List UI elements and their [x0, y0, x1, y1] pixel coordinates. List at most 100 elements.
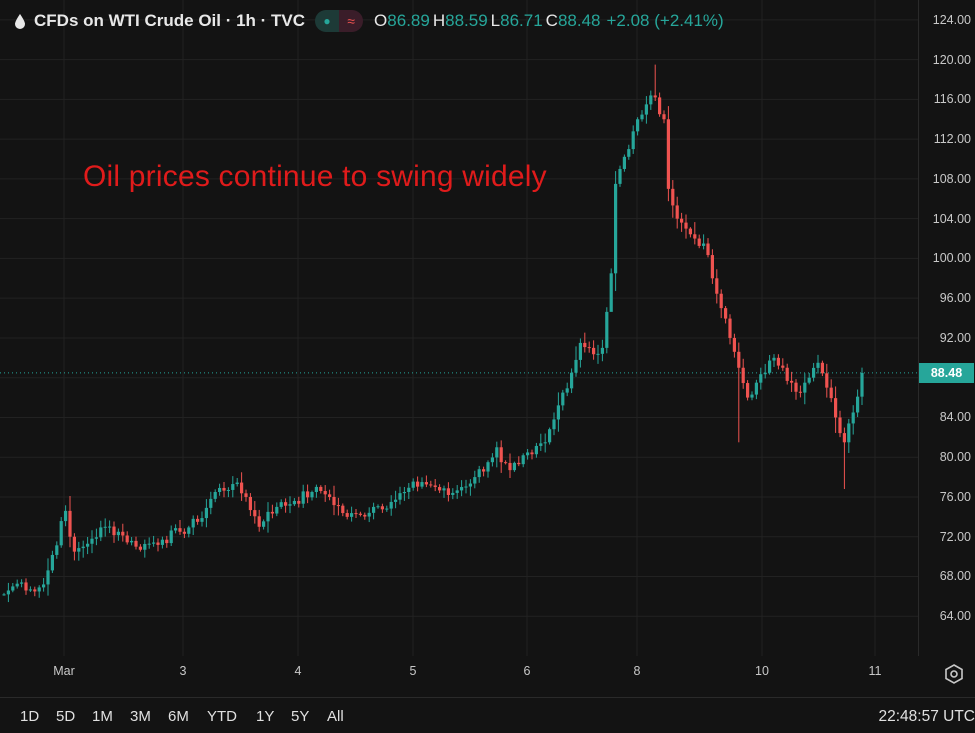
candlestick-chart[interactable] — [0, 0, 918, 656]
candle-body — [728, 319, 731, 338]
price-tick-label: 64.00 — [940, 609, 971, 623]
timeframe-all-button[interactable]: All — [327, 708, 344, 725]
candle-body — [363, 515, 366, 517]
low-value: 86.71 — [500, 11, 543, 31]
candle-body — [671, 189, 674, 206]
candle-body — [262, 521, 265, 526]
candle-body — [583, 343, 586, 347]
candle-body — [733, 338, 736, 352]
candle-body — [847, 423, 850, 442]
candle-body — [486, 462, 489, 471]
candle-body — [324, 491, 327, 494]
chart-area[interactable] — [0, 0, 918, 656]
candle-body — [482, 469, 485, 471]
low-label: L — [491, 11, 500, 31]
candle-body — [856, 397, 859, 413]
dot-icon: ● — [315, 10, 339, 32]
candle-body — [451, 493, 454, 495]
time-tick-label: 10 — [755, 664, 769, 678]
candle-body — [337, 505, 340, 506]
candle-body — [724, 308, 727, 318]
price-tick-label: 96.00 — [940, 291, 971, 305]
price-tick-label: 124.00 — [933, 13, 971, 27]
candle-body — [469, 484, 472, 487]
timeframe-3m-button[interactable]: 3M — [130, 708, 151, 725]
candle-body — [658, 97, 661, 114]
candle-body — [253, 510, 256, 516]
candle-body — [601, 348, 604, 354]
timeframe-ytd-button[interactable]: YTD — [207, 708, 237, 725]
timeframe-5y-button[interactable]: 5Y — [291, 708, 309, 725]
candle-body — [60, 521, 63, 545]
candle-body — [112, 527, 115, 536]
candle-body — [297, 501, 300, 504]
timeframe-6m-button[interactable]: 6M — [168, 708, 189, 725]
candle-body — [407, 488, 410, 492]
candle-body — [187, 527, 190, 533]
timeframe-1y-button[interactable]: 1Y — [256, 708, 274, 725]
timeframe-1m-button[interactable]: 1M — [92, 708, 113, 725]
candle-body — [416, 482, 419, 487]
candle-body — [588, 347, 591, 348]
candle-body — [240, 483, 243, 494]
candle-body — [90, 539, 93, 544]
candle-body — [720, 294, 723, 308]
candle-body — [117, 532, 120, 535]
candle-body — [491, 457, 494, 462]
candle-body — [420, 482, 423, 487]
status-pill[interactable]: ● ≈ — [315, 10, 363, 32]
utc-clock[interactable]: 22:48:57 UTC — [879, 708, 975, 726]
candle-body — [95, 537, 98, 538]
candle-body — [266, 512, 269, 521]
oil-drop-icon — [14, 13, 26, 29]
candle-body — [759, 374, 762, 382]
candle-body — [535, 446, 538, 454]
candle-body — [126, 536, 129, 543]
close-value: 88.48 — [558, 11, 601, 31]
price-tick-label: 68.00 — [940, 569, 971, 583]
time-tick-label: 8 — [634, 664, 641, 678]
candle-body — [51, 555, 54, 570]
candle-body — [825, 373, 828, 387]
candle-body — [196, 519, 199, 522]
candle-body — [192, 519, 195, 528]
candle-body — [293, 501, 296, 504]
candle-body — [280, 502, 283, 507]
candle-body — [390, 502, 393, 509]
candle-body — [20, 582, 23, 583]
candle-body — [68, 511, 71, 537]
candle-body — [359, 514, 362, 515]
candle-body — [777, 358, 780, 366]
candle-body — [222, 488, 225, 491]
candle-body — [781, 366, 784, 368]
candle-body — [821, 363, 824, 374]
timeframe-5d-button[interactable]: 5D — [56, 708, 75, 725]
gear-icon[interactable] — [943, 663, 965, 685]
candle-body — [121, 532, 124, 536]
candle-body — [82, 547, 85, 548]
candle-body — [134, 541, 137, 547]
candle-body — [55, 545, 58, 555]
candle-body — [852, 412, 855, 423]
time-tick-label: 11 — [869, 664, 882, 678]
candle-body — [244, 493, 247, 497]
candle-body — [513, 463, 516, 470]
bottom-toolbar: 1D 5D 1M 3M 6M YTD 1Y 5Y All 22:48:57 UTC — [0, 697, 975, 733]
high-label: H — [433, 11, 445, 31]
candle-body — [508, 463, 511, 470]
open-value: 86.89 — [387, 11, 430, 31]
candle-body — [236, 483, 239, 484]
candle-body — [403, 492, 406, 493]
candle-body — [526, 452, 529, 455]
candle-body — [561, 393, 564, 406]
timeframe-1d-button[interactable]: 1D — [20, 708, 39, 725]
candle-body — [139, 547, 142, 550]
candle-body — [495, 447, 498, 457]
open-label: O — [374, 11, 387, 31]
symbol-title[interactable]: CFDs on WTI Crude Oil · 1h · TVC — [34, 11, 305, 31]
candle-body — [394, 500, 397, 502]
candle-body — [205, 508, 208, 518]
